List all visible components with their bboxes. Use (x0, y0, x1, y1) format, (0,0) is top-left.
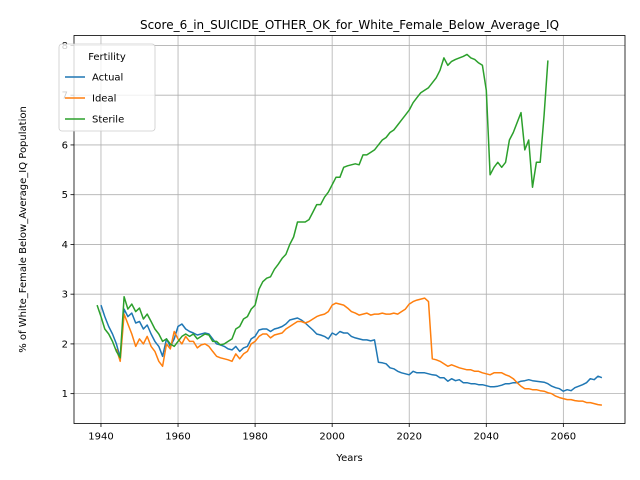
chart-title: Score_6_in_SUICIDE_OTHER_OK_for_White_Fe… (140, 18, 559, 32)
series-line-ideal (115, 297, 602, 406)
y-tick-label: 3 (62, 290, 68, 301)
legend-label-actual: Actual (92, 73, 123, 84)
y-tick-label: 2 (62, 339, 68, 350)
plot-frame (73, 35, 626, 424)
y-tick-label: 4 (62, 240, 68, 251)
x-axis-ticks: 1940 1960 1980 2000 2020 2040 2060 (88, 423, 576, 443)
x-tick-label: 2040 (474, 432, 499, 443)
legend-label-sterile: Sterile (92, 115, 124, 126)
x-tick-label: 2060 (551, 432, 576, 443)
x-tick-label: 2020 (396, 432, 421, 443)
legend-box (58, 43, 156, 132)
x-tick-label: 2000 (319, 432, 344, 443)
legend-title: Fertility (88, 52, 126, 63)
x-tick-label: 1960 (165, 432, 190, 443)
legend: Fertility Actual Ideal Sterile (58, 43, 156, 132)
x-tick-label: 1940 (88, 432, 113, 443)
y-tick-label: 6 (62, 140, 68, 151)
y-tick-label: 1 (62, 389, 68, 400)
x-tick-label: 1980 (242, 432, 267, 443)
legend-label-ideal: Ideal (92, 94, 116, 105)
series-line-actual (100, 304, 603, 392)
series-line-sterile (96, 53, 549, 359)
y-axis-label: % of White_Female Below_Average_IQ Popul… (18, 106, 29, 353)
series-lines (96, 53, 603, 406)
x-axis-label: Years (335, 453, 362, 464)
y-tick-label: 5 (62, 190, 68, 201)
